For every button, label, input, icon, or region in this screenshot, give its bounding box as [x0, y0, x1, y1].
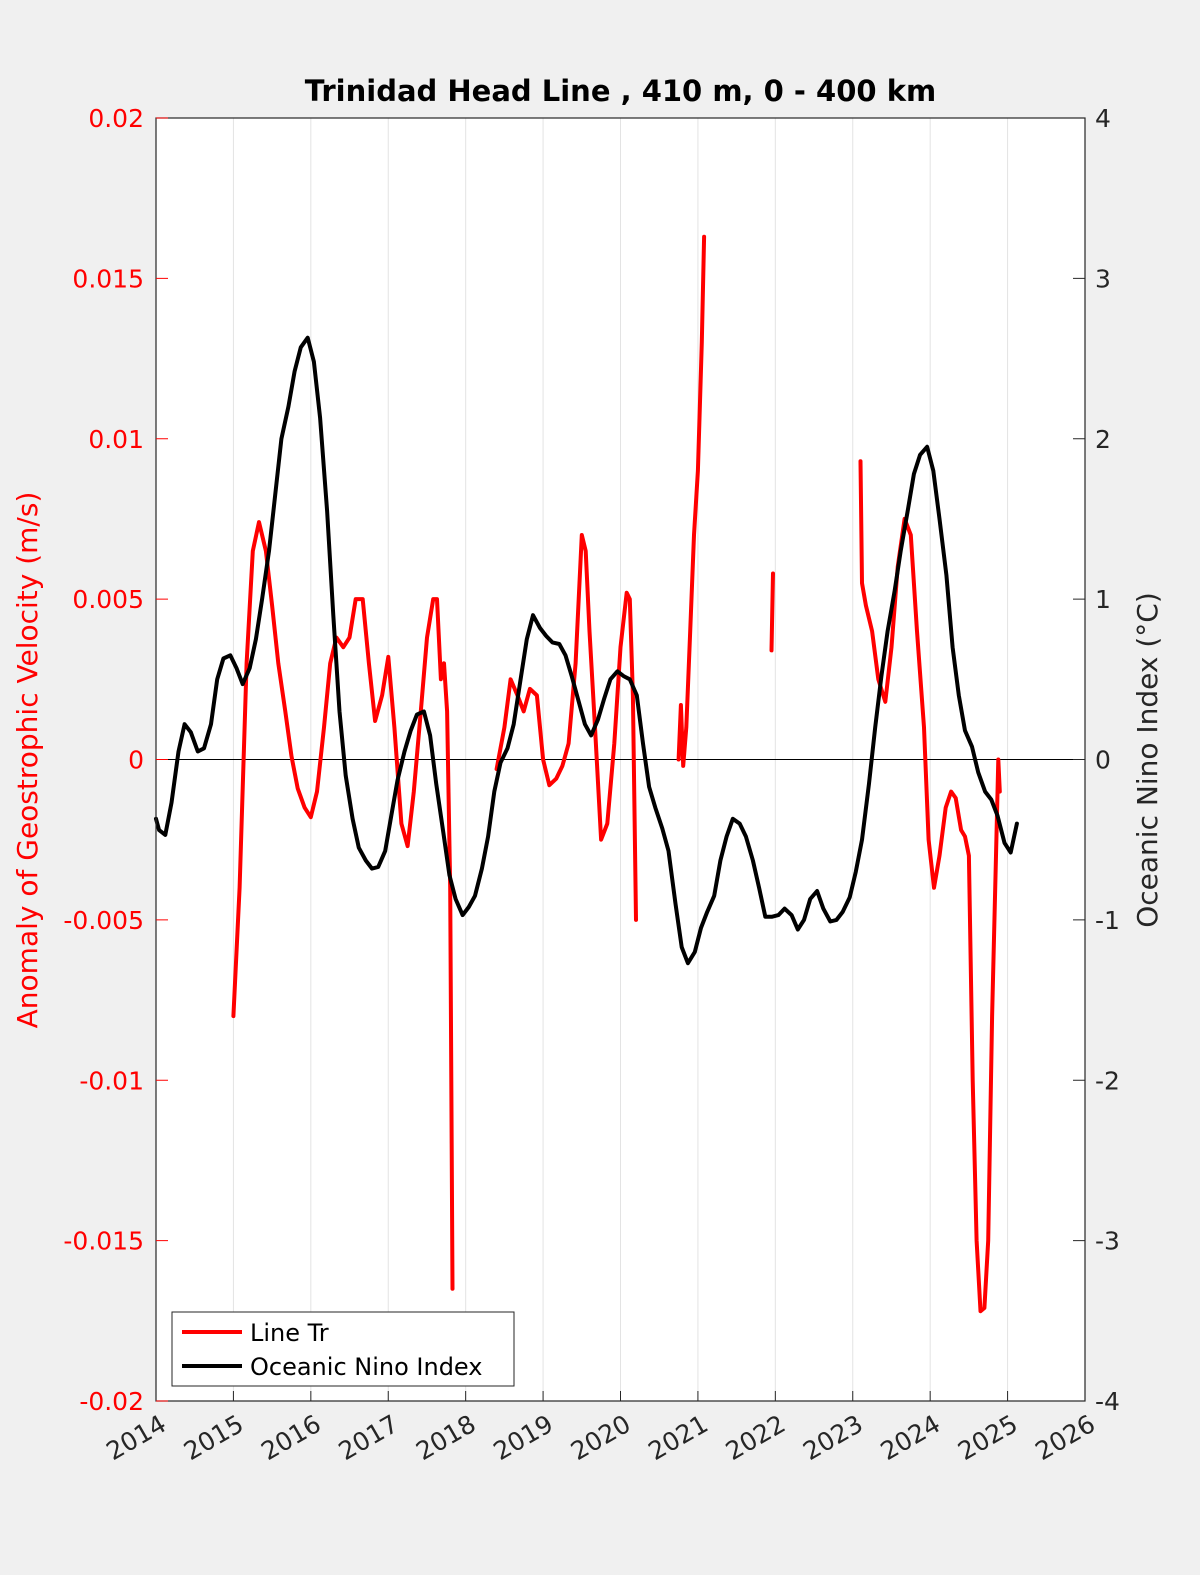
x-tick-label: 2024: [876, 1409, 946, 1466]
x-tick-label: 2014: [101, 1409, 171, 1466]
y-left-tick-label: 0.005: [72, 585, 144, 614]
x-tick-label: 2026: [1030, 1409, 1100, 1466]
y-left-tick-label: -0.015: [63, 1227, 144, 1256]
y-right-tick-label: 1: [1095, 585, 1111, 614]
x-tick-label: 2020: [566, 1409, 636, 1466]
series-line-line-tr: [231, 520, 455, 1291]
series-line-line-tr: [769, 571, 775, 653]
x-tick-label: 2025: [953, 1409, 1023, 1466]
y-right-tick-label: -1: [1095, 906, 1120, 935]
legend: Line Tr Oceanic Nino Index: [171, 1311, 515, 1387]
y-left-tick-label: -0.02: [79, 1387, 144, 1416]
legend-label-line-tr: Line Tr: [250, 1319, 329, 1347]
legend-box: [171, 1311, 515, 1387]
x-tick-label: 2016: [256, 1409, 326, 1466]
y-left-tick-label: 0.01: [88, 425, 144, 454]
y-left-tick-label: -0.01: [79, 1066, 144, 1095]
y-left-tick-label: 0.02: [88, 104, 144, 133]
y-right-tick-label: 3: [1095, 264, 1111, 293]
y-right-tick-label: -3: [1095, 1227, 1120, 1256]
y-left-tick-label: 0.015: [72, 264, 144, 293]
series-line-line-tr: [676, 234, 707, 768]
y-right-tick-label: 2: [1095, 425, 1111, 454]
y-right-axis-label: Oceanic Nino Index (°C): [1131, 592, 1164, 928]
x-tick-label: 2022: [721, 1409, 791, 1466]
series-layer: [154, 234, 1019, 1314]
y-right-tick-label: 4: [1095, 104, 1111, 133]
y-right-tick-label: 0: [1095, 746, 1111, 775]
x-tick-label: 2017: [334, 1409, 404, 1466]
x-tick-label: 2023: [798, 1409, 868, 1466]
x-tick-label: 2019: [488, 1409, 558, 1466]
y-left-tick-label: -0.005: [63, 906, 144, 935]
x-tick-label: 2021: [643, 1409, 713, 1466]
x-tick-label: 2018: [411, 1409, 481, 1466]
legend-label-oceanic-nino-index: Oceanic Nino Index: [250, 1353, 482, 1381]
series-line-line-tr: [494, 533, 638, 922]
y-right-tick-label: -2: [1095, 1066, 1120, 1095]
y-left-tick-label: 0: [128, 746, 144, 775]
y-right-tick-label: -4: [1095, 1387, 1120, 1416]
series-line-oceanic-nino-index: [154, 335, 1019, 966]
y-left-axis-label: Anomaly of Geostrophic Velocity (m/s): [11, 492, 44, 1029]
x-tick-label: 2015: [179, 1409, 249, 1466]
series-line-line-tr: [858, 459, 1002, 1314]
chart-title: Trinidad Head Line , 410 m, 0 - 400 km: [305, 74, 936, 108]
